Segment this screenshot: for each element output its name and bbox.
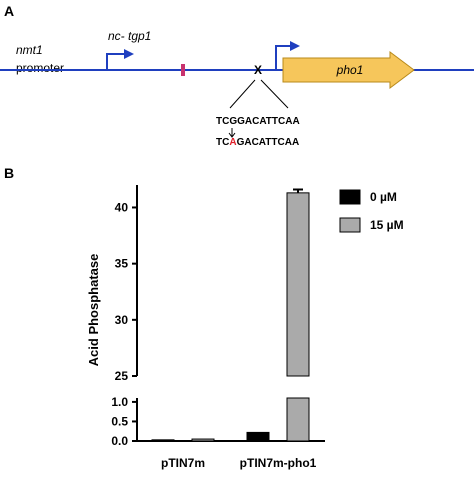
error-bar [293,188,303,193]
x-tick-label: pTIN7m-pho1 [240,456,317,470]
sequence-part: TC [216,137,229,148]
bar [246,431,270,442]
panel-label: A [4,3,14,19]
sequence-part: A [229,137,236,148]
gene-arrow [282,51,415,89]
arrow-head [124,49,134,59]
bar [151,439,175,442]
legend-label: 0 µM [370,190,397,204]
zoom-lines [229,79,289,109]
bar [286,192,310,377]
bar [191,438,215,442]
y-axis-label: Acid Phosphatase [86,254,101,367]
sequence-part: GACATTCAA [237,137,300,148]
y-tick-label: 0.5 [111,414,128,428]
mutation-mark: X [254,63,262,77]
promoter-arrow [275,45,292,70]
bar [286,397,310,442]
legend-swatch [339,217,361,233]
panel-label: B [4,165,14,181]
mutant-sequence: TCAGACATTCAA [216,137,299,148]
site-mark [181,64,185,76]
y-tick-label: 30 [115,313,129,327]
y-tick-label: 0.0 [111,434,128,448]
promoter-gene: nmt1 [16,43,43,57]
legend-label: 15 µM [370,218,404,232]
promoter-arrow [106,53,126,70]
x-tick-label: pTIN7m [161,456,205,470]
promoter-word: promoter [16,61,64,75]
wild-type-sequence: TCGGACATTCAA [216,116,300,127]
transcript-label: nc- tgp1 [108,29,151,43]
y-tick-label: 1.0 [111,395,128,409]
y-tick-label: 35 [115,257,129,271]
legend-swatch [339,189,361,205]
y-tick-label: 40 [115,200,129,214]
mutation-arrow [228,128,236,138]
arrow-head [290,41,300,51]
gene-label: pho1 [336,63,364,77]
y-tick-label: 25 [115,369,129,383]
